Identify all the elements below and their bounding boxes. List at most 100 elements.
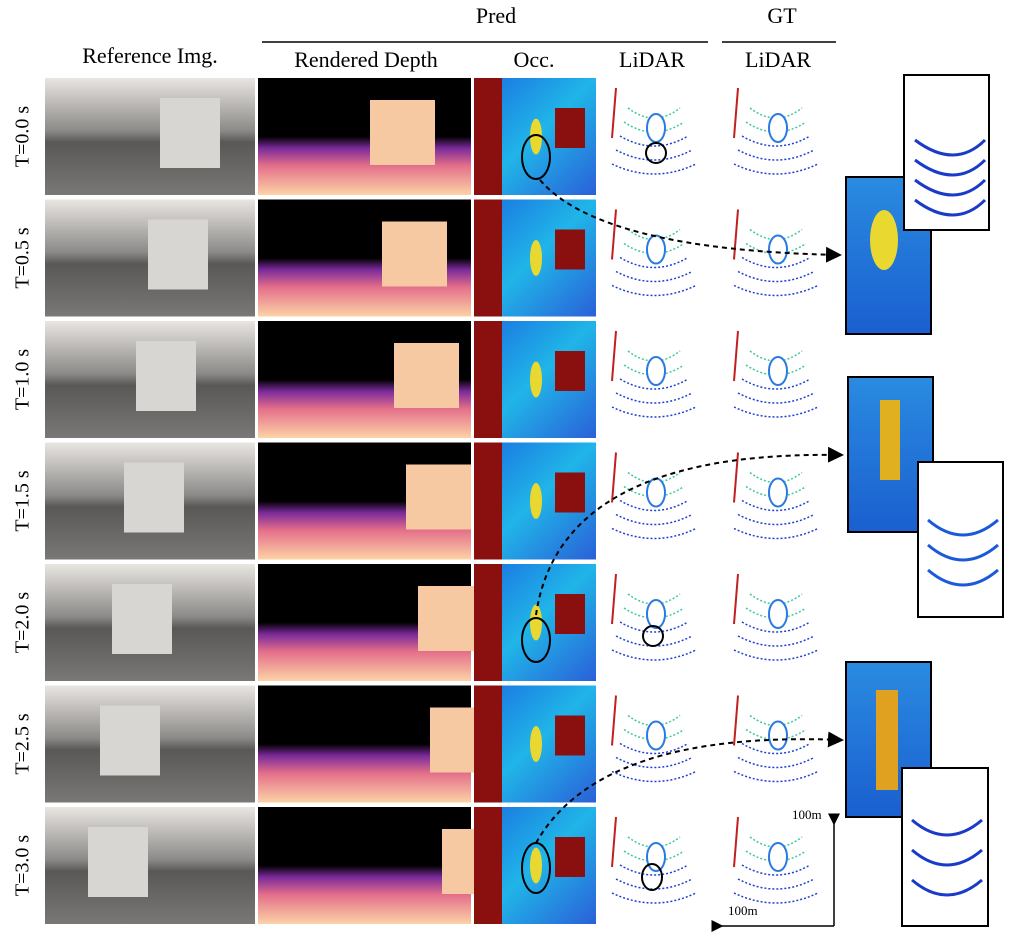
lidar-ego xyxy=(646,356,666,386)
lidar-ring xyxy=(737,392,815,404)
lidar-ring xyxy=(733,770,819,783)
lidar-ego xyxy=(646,599,666,629)
lidar-ring xyxy=(619,256,689,269)
lidar-edge xyxy=(733,209,739,260)
lidar-ring xyxy=(737,513,815,526)
lidar-ring xyxy=(611,892,697,904)
lidar-ring xyxy=(615,635,693,647)
lidar-ring xyxy=(737,270,815,283)
lidar-edge xyxy=(733,452,739,503)
occupancy-car xyxy=(530,483,542,519)
occupancy-blob xyxy=(474,442,502,560)
lidar-edge xyxy=(733,816,739,868)
reference-image xyxy=(45,807,255,924)
lidar-ego xyxy=(768,356,788,386)
occupancy-blob xyxy=(474,199,502,317)
truck xyxy=(124,462,184,533)
lidar-ring xyxy=(741,378,811,390)
lidar-ring xyxy=(733,406,819,418)
lidar-edge xyxy=(611,816,617,868)
lidar-ring xyxy=(615,392,693,404)
depth-truck xyxy=(406,464,471,530)
occupancy-blob xyxy=(474,564,502,681)
scale-label: 100m xyxy=(728,903,758,918)
occupancy-blob xyxy=(474,807,502,924)
depth-image xyxy=(258,78,471,195)
occupancy-car xyxy=(530,118,542,155)
occupancy-car xyxy=(530,361,542,398)
lidar-ego xyxy=(646,842,666,872)
occupancy-blob xyxy=(555,229,585,270)
occupancy-blob xyxy=(474,685,502,803)
lidar-ring xyxy=(611,527,697,540)
occupancy-blob xyxy=(555,472,585,513)
lidar-ego xyxy=(646,113,666,143)
lidar-ego xyxy=(768,720,788,751)
lidar-edge xyxy=(611,209,617,260)
truck xyxy=(112,584,172,654)
lidar-ring xyxy=(619,742,689,755)
lidar-ego xyxy=(768,234,788,265)
row-label: T=1.5 s xyxy=(12,470,34,531)
scale-label: 100m xyxy=(792,807,822,822)
row-label: T=2.0 s xyxy=(12,592,34,653)
lidar-ego xyxy=(646,477,666,508)
depth-truck xyxy=(394,343,459,408)
lidar-ring xyxy=(615,513,693,526)
lidar-ring xyxy=(619,378,689,390)
occupancy-blob xyxy=(474,78,502,195)
lidar-ring xyxy=(611,406,697,418)
truck xyxy=(100,705,160,776)
depth-truck xyxy=(370,100,435,165)
occupancy-blob xyxy=(555,594,585,634)
column-label: Reference Img. xyxy=(82,43,218,68)
lidar-ego xyxy=(646,234,666,265)
column-label: Occ. xyxy=(514,47,555,72)
lidar-ring xyxy=(733,527,819,540)
lidar-ring xyxy=(615,756,693,769)
lidar-ring xyxy=(619,135,689,147)
lidar-ring xyxy=(615,270,693,283)
lidar-ring xyxy=(733,163,819,175)
column-label: LiDAR xyxy=(745,47,811,72)
occupancy-blob xyxy=(555,351,585,391)
row-label: T=0.5 s xyxy=(12,227,34,288)
lidar-ring xyxy=(741,135,811,147)
lidar-edge xyxy=(611,573,617,625)
occupancy-blob xyxy=(555,837,585,877)
truck xyxy=(148,219,208,290)
truck xyxy=(160,98,220,168)
occupancy-blob xyxy=(474,321,502,438)
lidar-ring xyxy=(733,284,819,297)
lidar-edge xyxy=(611,452,617,503)
column-label: Rendered Depth xyxy=(294,47,438,72)
lidar-ego xyxy=(768,599,788,629)
lidar-edge xyxy=(611,330,617,382)
occupancy-car xyxy=(530,726,542,762)
row-label: T=1.0 s xyxy=(12,349,34,410)
lidar-ring xyxy=(615,878,693,890)
lidar-ring xyxy=(741,499,811,512)
lidar-ring xyxy=(737,756,815,769)
lidar-ego xyxy=(768,477,788,508)
rows: T=0.0 s T=0.5 s T=1.0 s T=1.5 s T=2.0 s T=2.5… xyxy=(12,78,832,924)
lidar-ring xyxy=(619,621,689,633)
lidar-ring xyxy=(733,649,819,661)
lidar-ring xyxy=(619,864,689,876)
lidar-ring xyxy=(741,864,811,876)
reference-image xyxy=(45,78,255,195)
occupancy-car xyxy=(530,847,542,884)
lidar-ring xyxy=(737,878,815,890)
lidar-ring xyxy=(611,649,697,661)
lidar-ego xyxy=(768,113,788,143)
lidar-ring xyxy=(615,149,693,161)
occupancy-blob xyxy=(555,715,585,756)
annotations xyxy=(521,134,844,932)
lidar-ring xyxy=(741,256,811,269)
lidar-edge xyxy=(611,695,617,746)
column-label: LiDAR xyxy=(619,47,685,72)
depth-truck xyxy=(418,586,483,651)
occupancy-blob xyxy=(555,108,585,148)
lidar-ring xyxy=(733,892,819,904)
